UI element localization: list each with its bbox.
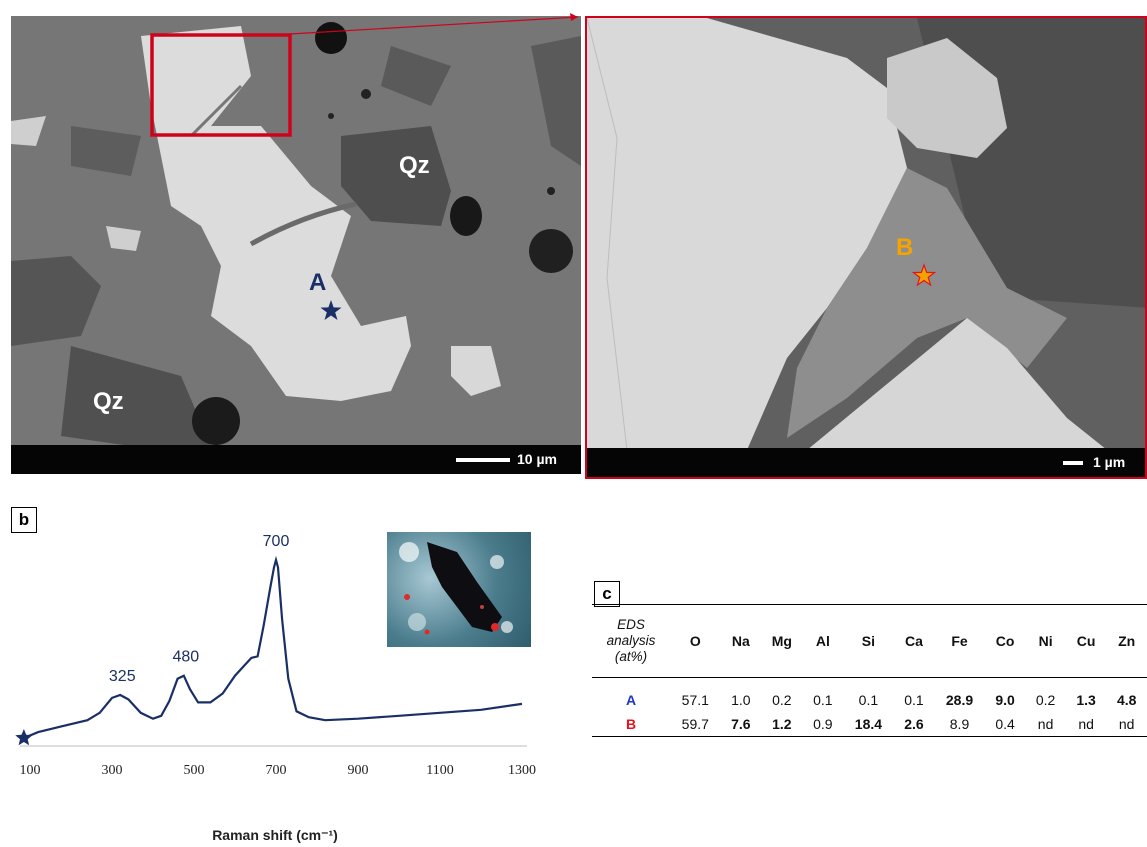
sem-label-point-b: B [896,234,914,261]
sem-overview-drawing [11,16,581,474]
eds-column-header: Co [995,633,1015,649]
sem-image-zoom: B 1 µm [585,16,1147,479]
point-a-star-icon [320,300,342,320]
eds-cell: 8.9 [949,716,970,732]
sem-image-overview: Qz Qz A 10 µm [11,16,581,474]
x-tick-label: 1100 [426,763,453,778]
x-tick-label: 1300 [508,763,536,778]
peak-label: 325 [109,668,136,685]
raman-spectrum-chart: 100 300 500 700 900 1100 1300 325 480 700 Raman … [15,533,536,843]
x-tick-label: 900 [348,763,369,778]
x-tick-label: 300 [102,763,123,778]
panel-label-b: b [11,507,37,533]
peak-label: 700 [263,533,290,550]
optical-micrograph-drawing [399,542,513,635]
scalebar-line [456,458,510,462]
eds-table: EDS analysis (at%) O Na Mg Al Si Ca Fe Co Ni Cu Zn… [592,604,1147,737]
panel-label-c: c [594,581,620,607]
quartz-grain [61,346,211,446]
eds-cell: 2.6 [904,716,924,732]
scalebar-line [1063,461,1083,465]
quartz-grain [531,36,581,166]
eds-cell: 0.1 [904,692,924,708]
eds-column-header: Al [815,633,830,649]
scalebar-label: 1 µm [1093,454,1126,470]
eds-cell: nd [1037,716,1054,732]
eds-cell: 0.9 [813,716,833,732]
eds-cell: 0.4 [995,716,1015,732]
eds-table-header-row: EDS analysis (at%) O Na Mg Al Si Ca Fe Co Ni Cu Zn [592,604,1147,678]
spectrum-start-star-icon [15,729,33,746]
x-axis-title: Raman shift (cm⁻¹) [212,827,338,843]
peak-label: 480 [172,649,199,666]
zoom-region-frame [150,33,292,137]
sem-label-qz: Qz [93,388,124,415]
eds-cell: nd [1078,716,1094,732]
table-row: A 57.1 1.0 0.2 0.1 0.1 0.1 28.9 9.0 0.2 1.3 4.8 [592,678,1147,713]
optical-micrograph-inset [387,532,531,647]
eds-column-header: Cu [1076,633,1096,649]
eds-cell: 7.6 [731,716,751,732]
raman-spectrum-line [23,555,523,740]
eds-cell: 59.7 [681,716,709,732]
eds-cell: nd [1118,716,1135,732]
oxide-grain-zoom [587,18,907,450]
eds-header-label: EDS analysis (at%) [606,617,656,664]
eds-cell: 57.1 [681,692,709,708]
eds-column-header: O [689,633,701,649]
scalebar-strip: 10 µm [11,445,581,474]
eds-column-header: Zn [1118,633,1136,649]
eds-cell: 1.0 [731,692,751,708]
eds-cell: 0.1 [858,692,879,708]
point-b-star-icon [911,263,937,287]
eds-cell: 28.9 [945,692,974,708]
table-row: B 59.7 7.6 1.2 0.9 18.4 2.6 8.9 0.4 nd nd nd [592,712,1147,737]
eds-column-header: Ca [905,633,923,649]
eds-cell: 1.3 [1076,692,1096,708]
sem-label-qz: Qz [399,152,430,179]
quartz-grain [341,126,451,226]
eds-row-label: B [625,716,637,732]
quartz-grain [11,256,101,346]
eds-column-header: Ni [1038,633,1053,649]
eds-cell: 0.1 [813,692,833,708]
sem-label-point-a: A [309,269,327,296]
eds-cell: 0.2 [772,692,792,708]
eds-row-label: A [625,692,637,708]
x-tick-label: 700 [266,763,287,778]
eds-cell: 4.8 [1116,692,1137,708]
scalebar-strip: 1 µm [587,448,1145,477]
x-tick-label: 100 [20,763,41,778]
eds-cell: 0.2 [1035,692,1056,708]
eds-column-header: Mg [771,633,792,649]
x-tick-label: 500 [184,763,205,778]
quartz-grain [71,126,141,176]
eds-cell: 18.4 [854,716,883,732]
eds-column-header: Si [861,633,876,649]
eds-column-header: Na [731,633,750,649]
eds-cell: 1.2 [772,716,792,732]
quartz-grain [381,46,451,106]
sem-zoom-drawing [587,18,1145,450]
scalebar-label: 10 µm [517,451,557,467]
eds-cell: 9.0 [995,692,1015,708]
eds-column-header: Fe [951,633,968,649]
